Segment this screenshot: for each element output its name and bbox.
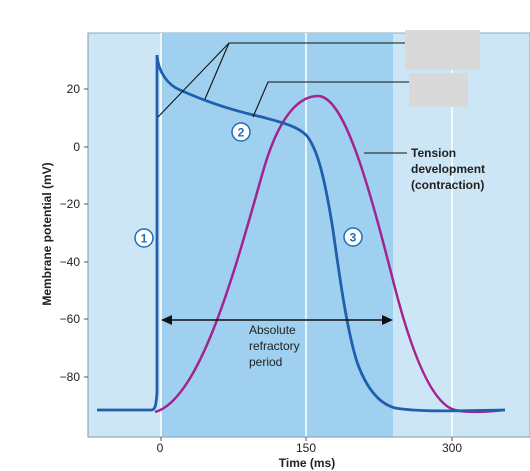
x-axis-title: Time (ms) [279,456,335,470]
refractory-label-line1: Absolute [249,323,296,337]
y-tick-label: 20 [67,82,81,96]
action-potential-curve [97,54,506,413]
hidden-label-box-top [405,30,480,70]
phase-marker-1-number: 1 [141,232,148,246]
refractory-label-line3: period [249,355,282,369]
x-tick-label: 150 [296,441,316,455]
y-tick-label: −40 [60,255,81,269]
phase-marker-2-number: 2 [238,126,245,140]
phase-marker-3: 3 [343,227,363,247]
x-tick-label: 0 [157,441,164,455]
tension-label-line2: development [411,162,485,176]
label-leader-lines [157,42,409,118]
y-tick-label: 0 [73,140,80,154]
x-tick-marks [160,437,453,441]
hidden-label-box-middle [409,73,468,107]
tension-label-line3: (contraction) [411,178,484,192]
refractory-arrow [161,315,393,325]
y-axis-title: Membrane potential (mV) [40,162,54,305]
y-tick-label: −60 [60,312,81,326]
y-tick-label: −20 [60,197,81,211]
phase-marker-1: 1 [134,228,154,248]
phase-marker-2: 2 [231,122,251,142]
x-tick-label: 300 [442,441,462,455]
y-tick-label: −80 [60,370,81,384]
refractory-label-line2: refractory [249,339,300,353]
tension-label-line1: Tension [411,146,456,160]
phase-marker-3-number: 3 [350,231,357,245]
y-tick-marks [84,88,88,378]
tension-curve [154,94,506,414]
